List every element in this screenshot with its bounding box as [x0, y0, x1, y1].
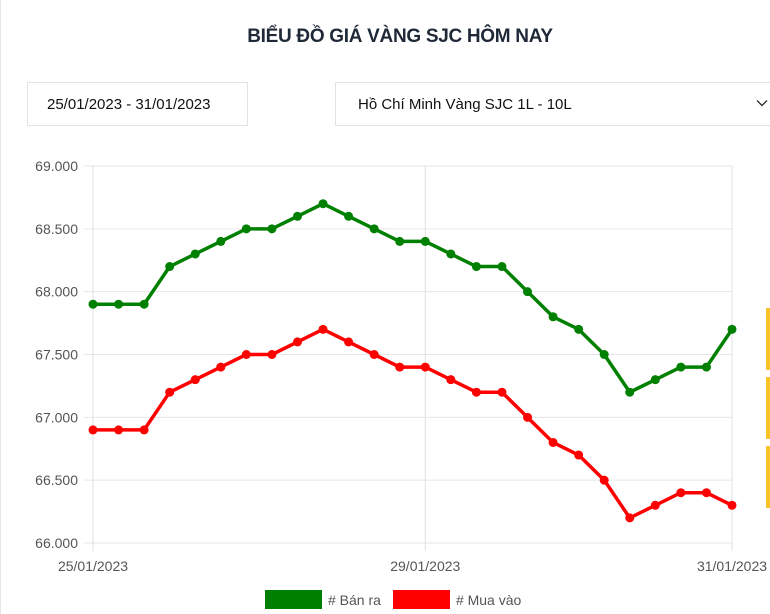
series-line — [93, 327, 733, 520]
data-point[interactable] — [523, 287, 533, 297]
data-point[interactable] — [727, 500, 737, 510]
data-point[interactable] — [574, 324, 584, 334]
data-point[interactable] — [139, 299, 149, 309]
legend-swatch-buy — [392, 590, 450, 609]
data-point[interactable] — [318, 199, 328, 209]
data-point[interactable] — [165, 387, 175, 397]
y-tick-label: 67.500 — [35, 347, 78, 363]
y-tick-label: 67.000 — [35, 409, 78, 425]
data-point[interactable] — [420, 236, 430, 246]
data-point[interactable] — [88, 425, 98, 435]
data-point[interactable] — [395, 362, 405, 372]
data-point[interactable] — [114, 425, 124, 435]
legend-label-buy: # Mua vào — [455, 591, 522, 608]
data-point[interactable] — [292, 337, 302, 347]
data-point[interactable] — [369, 350, 379, 359]
y-axis-ticks: 69.000 68.500 68.000 67.500 67.000 66.500 66.0… — [35, 158, 78, 551]
price-line-chart: 69.000 68.500 68.000 67.500 67.000 66.500 66.0… — [35, 158, 767, 574]
data-point[interactable] — [446, 249, 456, 259]
data-point[interactable] — [292, 211, 302, 221]
data-point[interactable] — [139, 425, 149, 435]
data-point[interactable] — [420, 362, 430, 372]
data-point[interactable] — [676, 362, 686, 372]
y-tick-label: 66.500 — [35, 472, 78, 488]
chart-legend: # Bán ra # Mua vào — [265, 590, 533, 609]
data-point[interactable] — [574, 450, 584, 460]
data-point[interactable] — [190, 375, 200, 385]
data-point[interactable] — [267, 224, 277, 234]
data-point[interactable] — [344, 211, 354, 221]
data-point[interactable] — [114, 299, 124, 309]
data-point[interactable] — [216, 362, 226, 372]
data-point[interactable] — [497, 387, 507, 397]
x-axis-ticks: 25/01/2023 29/01/2023 31/01/2023 — [58, 558, 767, 574]
data-point[interactable] — [318, 324, 328, 334]
data-point[interactable] — [395, 236, 405, 246]
x-tick-label: 25/01/2023 — [58, 558, 128, 574]
location-product-select[interactable]: Hồ Chí Minh Vàng SJC 1L - 10L — [335, 82, 770, 126]
data-point[interactable] — [88, 299, 98, 309]
data-point[interactable] — [625, 387, 635, 397]
data-point[interactable] — [650, 375, 660, 385]
chart-series — [88, 199, 737, 523]
location-product-value: Hồ Chí Minh Vàng SJC 1L - 10L — [358, 95, 572, 113]
data-point[interactable] — [165, 262, 175, 272]
data-point[interactable] — [471, 262, 481, 272]
chevron-down-icon — [756, 100, 768, 107]
data-point[interactable] — [701, 362, 711, 372]
x-tick-label: 31/01/2023 — [697, 558, 767, 574]
data-point[interactable] — [446, 375, 456, 385]
data-point[interactable] — [241, 224, 251, 234]
y-tick-label: 69.000 — [35, 158, 78, 174]
y-tick-label: 68.500 — [35, 221, 78, 237]
page-left-border — [0, 0, 1, 614]
data-point[interactable] — [369, 224, 379, 234]
side-accent-bar — [766, 446, 770, 508]
data-point[interactable] — [267, 350, 277, 359]
data-point[interactable] — [344, 337, 354, 347]
data-point[interactable] — [471, 387, 481, 397]
data-point[interactable] — [216, 236, 226, 246]
data-point[interactable] — [676, 488, 686, 498]
data-point[interactable] — [599, 475, 609, 485]
series-line — [93, 201, 734, 394]
side-accent-bar — [766, 377, 770, 439]
data-point[interactable] — [548, 437, 558, 447]
data-point[interactable] — [727, 324, 737, 334]
data-point[interactable] — [650, 500, 660, 510]
page-title: BIỂU ĐỒ GIÁ VÀNG SJC HÔM NAY — [247, 26, 553, 47]
y-tick-label: 68.000 — [35, 284, 78, 300]
side-accent-bar — [766, 308, 770, 370]
legend-swatch-sell — [265, 590, 322, 609]
legend-item-sell[interactable]: # Bán ra — [265, 590, 381, 609]
data-point[interactable] — [625, 513, 635, 523]
chart-grid — [84, 165, 733, 551]
date-range-picker[interactable]: 25/01/2023 - 31/01/2023 — [27, 82, 248, 126]
y-tick-label: 66.000 — [35, 535, 78, 551]
legend-item-buy[interactable]: # Mua vào — [392, 590, 522, 609]
x-tick-label: 29/01/2023 — [390, 558, 460, 574]
data-point[interactable] — [190, 249, 200, 259]
data-point[interactable] — [497, 262, 507, 272]
data-point[interactable] — [701, 488, 711, 498]
data-point[interactable] — [599, 350, 609, 359]
data-point[interactable] — [523, 412, 533, 422]
data-point[interactable] — [241, 350, 251, 359]
date-range-value: 25/01/2023 - 31/01/2023 — [47, 95, 211, 113]
data-point[interactable] — [548, 312, 558, 322]
legend-label-sell: # Bán ra — [328, 591, 381, 608]
